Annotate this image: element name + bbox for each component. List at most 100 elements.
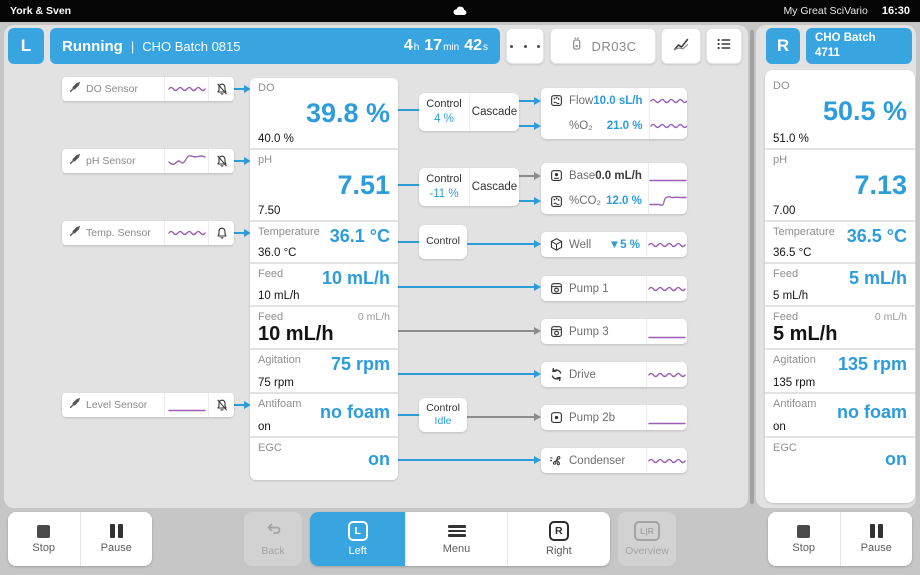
right-batch-button[interactable]: CHO Batch 4711 xyxy=(806,28,912,64)
connector-arrow xyxy=(534,327,541,335)
well-actuator-box[interactable]: Well ▼5 % xyxy=(541,232,687,257)
do-control-box[interactable]: Control 4 % Cascade xyxy=(419,93,519,131)
menu-button[interactable]: Menu xyxy=(405,512,506,566)
left-unit-badge[interactable]: L xyxy=(8,28,44,64)
condenser-fan-icon xyxy=(546,453,566,468)
ph-sensor-box[interactable]: pH Sensor xyxy=(62,149,234,173)
tile-feed2[interactable]: Feed 0 mL/h 5 mL/h xyxy=(765,307,915,348)
tile-temperature[interactable]: Temperature 36.1 °C 36.0 °C xyxy=(250,222,398,262)
stop-button[interactable]: Stop xyxy=(8,512,80,566)
gassing-actuator-box[interactable]: Flow 10.0 sL/h %O₂ 21.0 % xyxy=(541,88,687,139)
temp-control-box[interactable]: Control xyxy=(419,225,467,259)
drive-actuator-box[interactable]: Drive xyxy=(541,362,687,387)
tile-feed1[interactable]: Feed 10 mL/h 10 mL/h xyxy=(250,264,398,305)
connector-line xyxy=(398,109,419,111)
control-output: -11 % xyxy=(429,187,459,200)
do-sensor-box[interactable]: DO Sensor xyxy=(62,77,234,101)
tile-label: Temperature xyxy=(773,226,835,238)
bioreactor-icon xyxy=(569,36,584,57)
actuator-sparkline xyxy=(649,168,687,184)
runtime-seconds-unit: s xyxy=(483,42,488,53)
ph-control-box[interactable]: Control -11 % Cascade xyxy=(419,168,519,206)
tile-setpoint: on xyxy=(773,421,786,433)
tile-feed1[interactable]: Feed 5 mL/h 5 mL/h xyxy=(765,264,915,305)
right-view-button[interactable]: R Right xyxy=(506,512,610,566)
connector-line xyxy=(234,232,244,234)
alarm-muted-icon[interactable] xyxy=(208,77,234,101)
pause-button[interactable]: Pause xyxy=(79,512,153,566)
tile-setpoint: 5 mL/h xyxy=(773,290,809,302)
more-options-button[interactable] xyxy=(506,28,544,64)
cascade-label: Cascade xyxy=(469,93,519,131)
tile-agitation[interactable]: Agitation 75 rpm 75 rpm xyxy=(250,350,398,392)
connector-arrow xyxy=(534,370,541,378)
button-label: Pause xyxy=(860,542,892,554)
drive-rotation-icon xyxy=(546,367,566,382)
tile-antifoam[interactable]: Antifoam no foam on xyxy=(765,394,915,436)
temp-sensor-box[interactable]: Temp. Sensor xyxy=(62,221,234,245)
actuator-sparkline xyxy=(649,193,687,209)
stop-button[interactable]: Stop xyxy=(768,512,840,566)
right-unit-badge[interactable]: R xyxy=(766,28,800,64)
organization-name: York & Sven xyxy=(10,5,72,17)
actuator-label: Flow xyxy=(569,94,594,107)
connector-arrow xyxy=(534,456,541,464)
tile-label: Agitation xyxy=(773,354,816,366)
device-select-button[interactable]: DR03C xyxy=(550,28,656,64)
level-sensor-box[interactable]: Level Sensor xyxy=(62,393,234,417)
line-chart-icon xyxy=(672,36,690,57)
actuator-value: 21.0 % xyxy=(606,120,643,133)
left-view-button[interactable]: L Left xyxy=(310,512,406,566)
tile-egc[interactable]: EGC on xyxy=(250,438,398,480)
list-view-button[interactable] xyxy=(706,28,742,64)
pump2b-actuator-box[interactable]: Pump 2b xyxy=(541,405,687,430)
pause-button[interactable]: Pause xyxy=(839,512,913,566)
tile-ph[interactable]: pH 7.51 7.50 xyxy=(250,150,398,220)
trend-chart-button[interactable] xyxy=(661,28,701,64)
tile-setpoint: 7.00 xyxy=(773,205,796,217)
actuator-sparkline xyxy=(648,410,686,426)
button-label: Overview xyxy=(625,545,669,557)
tile-temperature[interactable]: Temperature 36.5 °C 36.5 °C xyxy=(765,222,915,262)
sensor-sparkline xyxy=(167,81,206,97)
tile-do[interactable]: DO 50.5 % 51.0 % xyxy=(765,70,915,148)
tile-egc[interactable]: EGC on xyxy=(765,438,915,503)
connector-line xyxy=(519,100,534,102)
connector-arrow xyxy=(534,122,541,130)
pump3-actuator-box[interactable]: Pump 3 xyxy=(541,319,687,344)
tile-aux-value: 0 mL/h xyxy=(357,311,390,323)
connector-arrow xyxy=(534,172,541,180)
connector-line xyxy=(398,184,419,186)
tile-antifoam[interactable]: Antifoam no foam on xyxy=(250,394,398,436)
well-icon xyxy=(546,237,566,252)
button-label: Stop xyxy=(32,541,56,554)
control-state: Idle xyxy=(434,415,452,427)
tile-feed2[interactable]: Feed 0 mL/h 10 mL/h xyxy=(250,307,398,348)
control-label: Control xyxy=(426,172,462,185)
navigation-group: L Left Menu R Right xyxy=(310,512,610,566)
alarm-bell-icon[interactable] xyxy=(208,221,234,245)
actuator-sparkline xyxy=(648,324,686,340)
liquid-gas-actuator-box[interactable]: Base 0.0 mL/h %CO₂ 12.0 % xyxy=(541,163,687,214)
tile-do[interactable]: DO 39.8 % 40.0 % xyxy=(250,78,398,148)
connector-line xyxy=(467,243,534,245)
tile-ph[interactable]: pH 7.13 7.00 xyxy=(765,150,915,220)
right-batch-line2: 4711 xyxy=(815,47,840,59)
pump1-actuator-box[interactable]: Pump 1 xyxy=(541,276,687,301)
sensor-name: Temp. Sensor xyxy=(86,227,151,239)
stop-icon xyxy=(37,524,51,538)
overview-button[interactable]: L|R Overview xyxy=(618,512,676,566)
clock: 16:30 xyxy=(881,5,910,17)
alarm-muted-icon[interactable] xyxy=(208,393,234,417)
actuator-value: 10.0 sL/h xyxy=(593,94,643,107)
tile-setpoint: 10 mL/h xyxy=(258,290,300,302)
right-parameter-stack: DO 50.5 % 51.0 % pH 7.13 7.00 Temperatur… xyxy=(765,70,915,503)
condenser-actuator-box[interactable]: Condenser xyxy=(541,448,687,473)
alarm-muted-icon[interactable] xyxy=(208,149,234,173)
back-button[interactable]: Back xyxy=(244,512,302,566)
tile-value: no foam xyxy=(320,402,390,422)
tile-agitation[interactable]: Agitation 135 rpm 135 rpm xyxy=(765,350,915,392)
antifoam-control-box[interactable]: Control Idle xyxy=(419,398,467,432)
